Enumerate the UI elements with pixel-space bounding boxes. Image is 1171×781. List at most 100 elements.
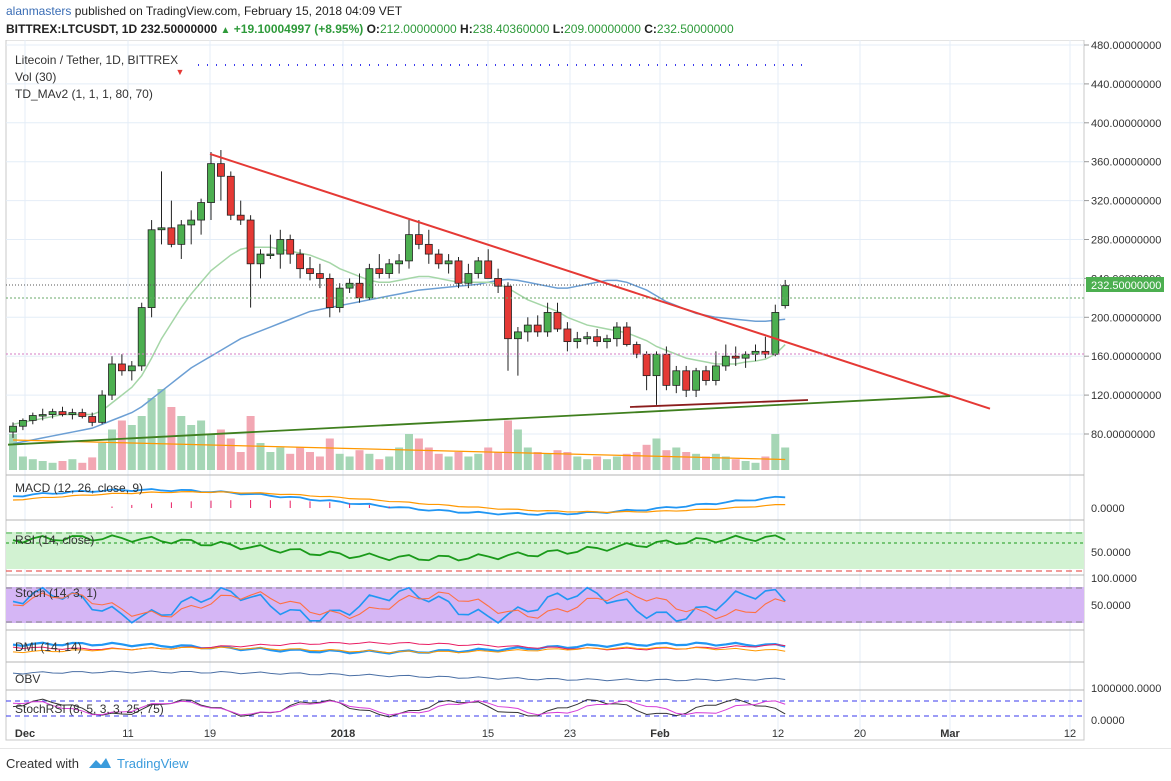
volume-bar [345, 456, 354, 470]
price-tick-label: 160.00000000 [1091, 351, 1161, 363]
created-with-label: Created with [6, 756, 79, 771]
price-tick-label: 360.00000000 [1091, 157, 1161, 169]
candle-body [48, 411, 57, 415]
volume-bar [761, 456, 770, 470]
resistance-trendline[interactable] [209, 152, 991, 410]
volume-bar [78, 462, 87, 470]
volume-bar [117, 420, 126, 470]
stoch-d-line [12, 590, 786, 620]
candle-body [58, 411, 67, 415]
candle-body [583, 336, 592, 340]
symbol-label: BITTREX:LTCUSDT, 1D [6, 22, 138, 36]
price-axis[interactable]: 480.00000000 440.00000000 400.00000000 360.… [1084, 40, 1161, 441]
support-trendline[interactable] [7, 395, 951, 446]
plot-frame [5, 40, 1085, 741]
volume-bar [573, 456, 582, 470]
price-tick-label: 120.00000000 [1091, 390, 1161, 402]
time-tick-label: 11 [122, 728, 133, 740]
time-tick-label: 12 [1064, 728, 1076, 740]
last-price: 232.50000000 [140, 22, 218, 36]
volume-bar [315, 456, 324, 470]
candle-body [731, 355, 740, 359]
candle-body [286, 239, 295, 255]
support-short-line[interactable] [629, 399, 809, 408]
candle-body [504, 285, 512, 340]
candle-body [127, 365, 136, 372]
candle-body [375, 268, 384, 274]
candle-body [266, 253, 275, 256]
chart-canvas[interactable]: ▼ Litecoin / Tether, 1D, BITTREX Vol (30… [0, 40, 1171, 748]
candle-body [28, 415, 37, 421]
volume-bar [18, 456, 27, 470]
author-link[interactable]: alanmasters [6, 4, 72, 18]
tradingview-logo-icon [89, 758, 111, 768]
high-value: 238.40360000 [472, 22, 550, 36]
legend-title: Litecoin / Tether, 1D, BITTREX [15, 53, 178, 67]
macd-axis-label: 0.0000 [1091, 503, 1125, 515]
time-tick-label: 15 [482, 728, 494, 740]
volume-bar [395, 447, 404, 470]
volume-bar [523, 447, 532, 470]
time-tick-label: Mar [940, 728, 960, 740]
open-label: O: [366, 22, 380, 36]
volume-bar [147, 398, 156, 470]
time-tick-label: Dec [15, 728, 35, 740]
volume-bar [207, 434, 215, 470]
candle-body [702, 370, 710, 381]
candle-body [652, 353, 661, 377]
tradingview-brand-link[interactable]: TradingView [117, 756, 189, 771]
footer: Created with TradingView [0, 748, 1171, 781]
candle-body [78, 412, 87, 417]
volume-bar [365, 453, 374, 470]
volume-bar [603, 459, 611, 470]
candle-body [157, 227, 166, 231]
volume-bar [533, 452, 542, 470]
candle-body [514, 331, 522, 340]
pane-stochrsi-label: StochRSI (8, 5, 3, 3, 25, 75) [15, 702, 164, 716]
candle-body [533, 324, 542, 333]
dmi-plus-line [12, 646, 786, 654]
rsi-band [6, 532, 1084, 569]
time-axis[interactable]: Dec 11 19 2018 15 23 Feb 12 20 Mar 12 [15, 728, 1076, 740]
legend-td: TD_MAv2 (1, 1, 1, 80, 70) [15, 87, 153, 101]
volume-bar [781, 447, 790, 470]
up-arrow-icon: ▲ [220, 25, 231, 36]
volume-bar [444, 456, 453, 470]
candle-body [761, 350, 770, 355]
volume-bar [246, 416, 255, 470]
td-marker-icon: ▼ [176, 67, 185, 77]
volume-bar [484, 447, 493, 470]
candle-body [296, 253, 305, 270]
candle-body [68, 412, 77, 415]
volume-bar [405, 434, 413, 470]
candle-body [98, 394, 106, 423]
volume-bar [325, 438, 334, 470]
volume-bar [474, 453, 483, 470]
stoch-band [6, 587, 1084, 623]
pane-macd-label: MACD (12, 26, close, 9) [15, 481, 143, 495]
volume-bar [692, 453, 701, 470]
trendlines[interactable] [7, 152, 991, 446]
open-value: 212.00000000 [379, 22, 457, 36]
candle-body [216, 163, 225, 177]
candle-body [226, 175, 235, 216]
candle-body [88, 416, 97, 423]
stoch-axis-mid: 50.0000 [1091, 600, 1131, 612]
volume-bar [612, 456, 621, 470]
volume-bar [751, 462, 760, 470]
candle-body [543, 312, 552, 333]
volume-bar [642, 444, 651, 470]
volume-bar [187, 425, 196, 470]
volume-bar [256, 443, 265, 470]
moving-averages [12, 246, 786, 461]
candle-body [315, 273, 324, 279]
volume-bar [741, 461, 750, 470]
price-tick-label: 280.00000000 [1091, 235, 1161, 247]
candle-body [414, 234, 423, 245]
candle-body [118, 363, 126, 372]
pane-dmi-label: DMI (14, 14) [15, 640, 82, 654]
time-tick-label: 20 [854, 728, 866, 740]
volume-bar [632, 452, 641, 470]
volume-bar [563, 452, 572, 470]
time-tick-label: 19 [204, 728, 216, 740]
